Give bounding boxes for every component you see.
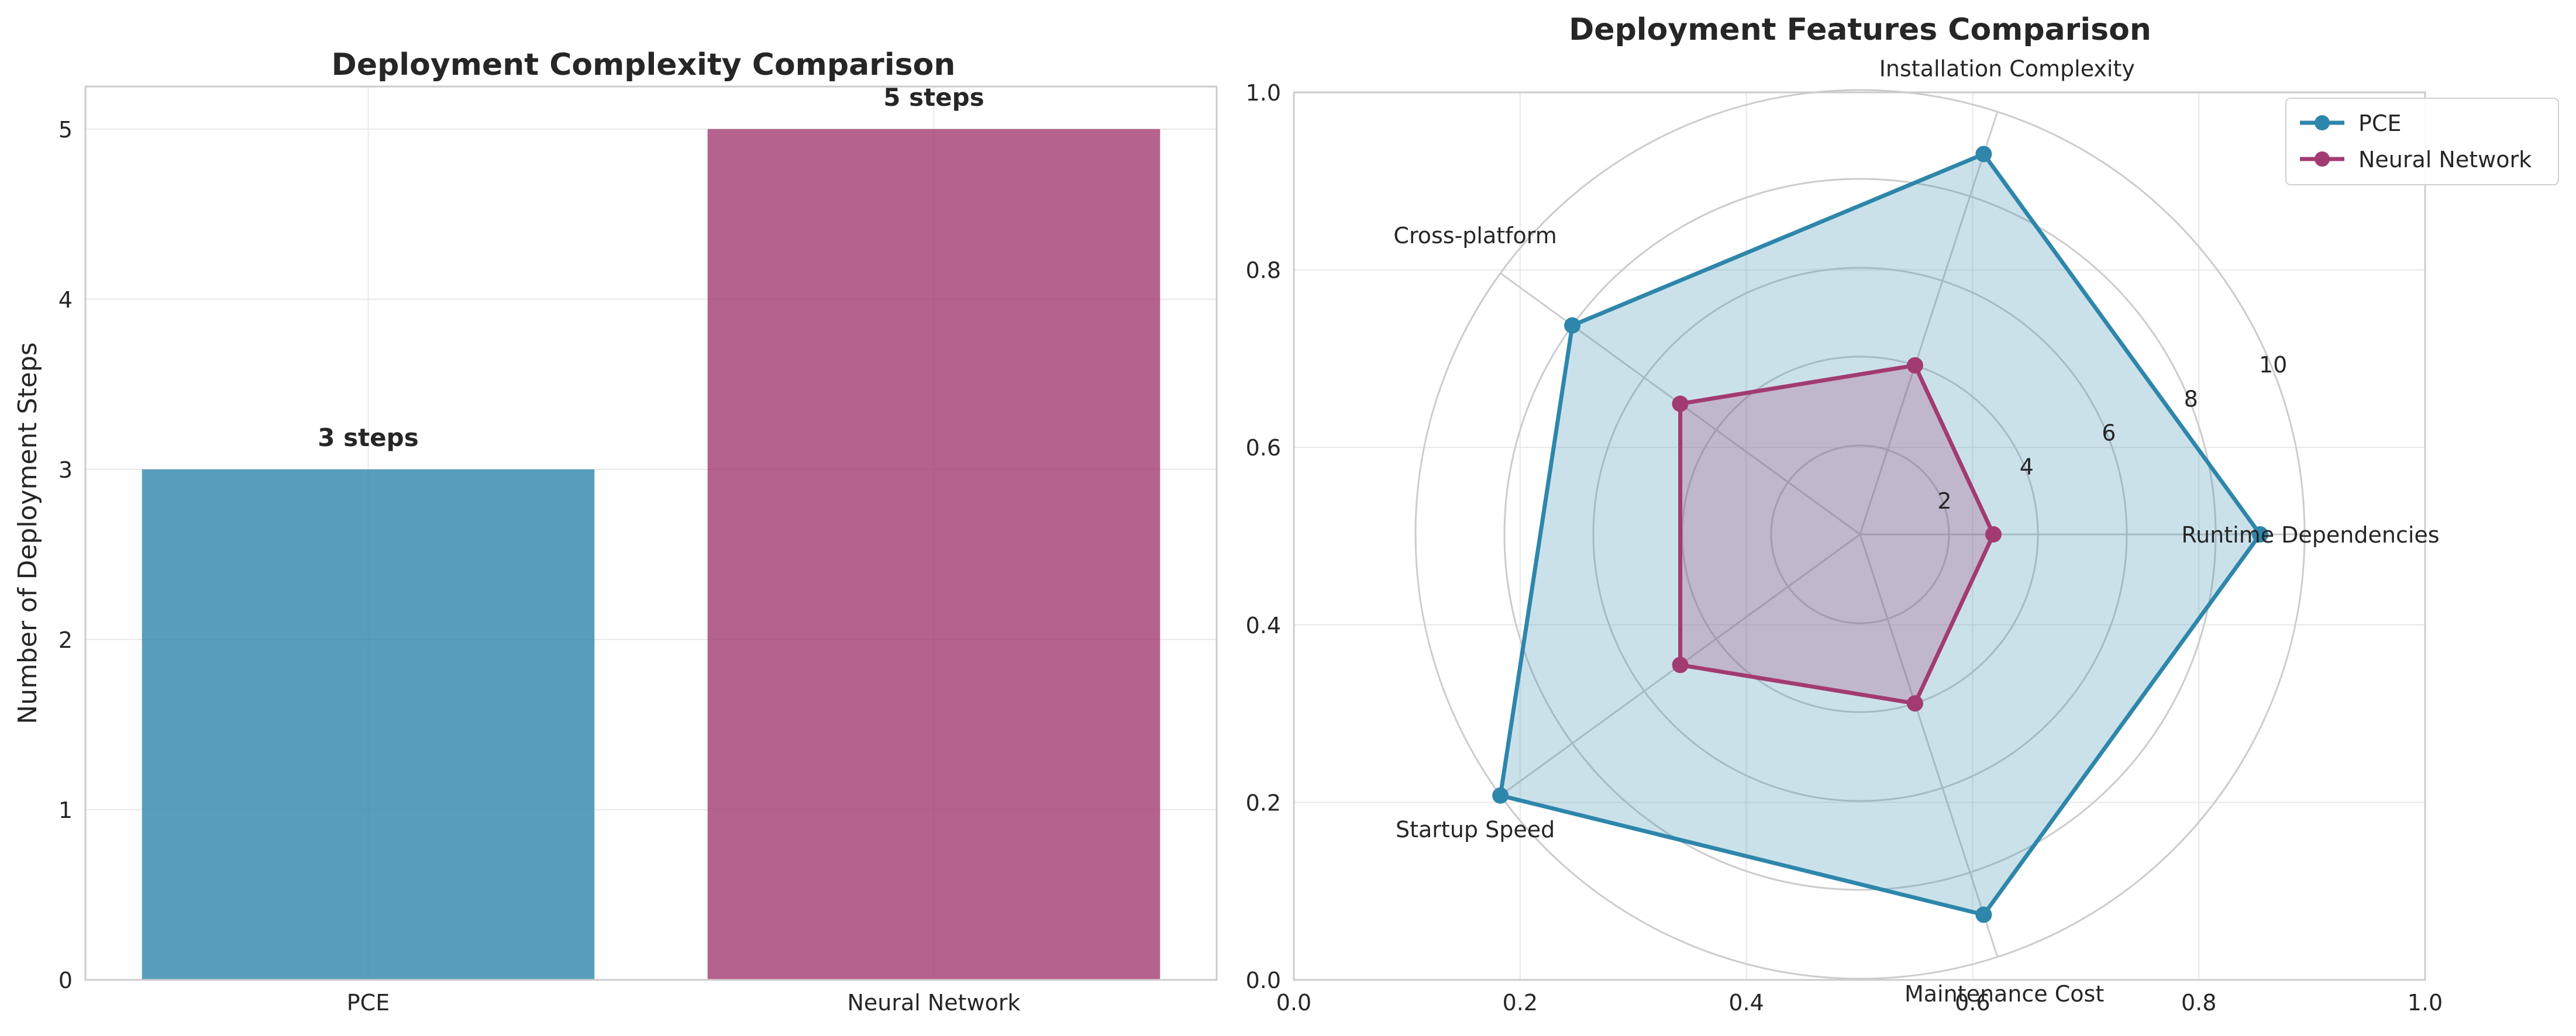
radar-point-neural-network xyxy=(1906,357,1923,374)
radar-area-pce xyxy=(1500,154,2260,915)
bar-x-ticks: PCE Neural Network xyxy=(347,990,1021,1016)
radar-bg-y-tick: 0.4 xyxy=(1246,613,1281,638)
radar-axis-labels: Runtime Dependencies Installation Complex… xyxy=(1393,56,2439,1007)
radar-bg-y-tick: 1.0 xyxy=(1246,80,1281,106)
bar-data-label: 3 steps xyxy=(318,423,418,452)
radar-legend-label-neural-network: Neural Network xyxy=(2358,147,2532,172)
bar-y-tick-label: 0 xyxy=(58,968,73,993)
radar-point-pce xyxy=(2252,526,2268,543)
radar-legend-label-pce: PCE xyxy=(2358,110,2401,136)
radar-legend-swatch-marker-pce xyxy=(2315,115,2330,130)
bar-y-tick-label: 4 xyxy=(58,287,73,313)
radar-point-neural-network xyxy=(1672,657,1689,674)
radar-radial-tick-label: 4 xyxy=(2020,454,2034,480)
radar-axis-label: Startup Speed xyxy=(1396,817,1555,842)
radar-radial-tick-label: 2 xyxy=(1937,488,1951,514)
radar-bg-y-tick: 0.0 xyxy=(1246,968,1281,993)
radar-axis-label: Cross-platform xyxy=(1393,223,1556,248)
radar-point-pce xyxy=(1492,787,1509,804)
radar-bg-x-tick: 0.6 xyxy=(1955,990,1990,1016)
radar-background-frame xyxy=(1293,91,2426,981)
bar-x-tick-label: PCE xyxy=(347,990,390,1016)
radar-chart: Deployment Features Comparison 0.00.0 0.2… xyxy=(1246,12,2559,1016)
bar-x-tick-label: Neural Network xyxy=(847,990,1020,1016)
radar-radial-ticks: 2 4 6 8 10 xyxy=(1937,352,2287,514)
bar-chart: Deployment Complexity Comparison 3 steps… xyxy=(13,47,1218,1016)
bar-y-tick-label: 5 xyxy=(58,117,73,143)
radar-legend-box xyxy=(2285,98,2559,185)
bar-chart-title: Deployment Complexity Comparison xyxy=(332,47,956,82)
radar-bg-x-tick: 0.4 xyxy=(1728,990,1764,1016)
bar-data-labels: 3 steps 5 steps xyxy=(318,83,984,452)
radar-radial-tick-label: 10 xyxy=(2259,352,2287,378)
radar-chart-title: Deployment Features Comparison xyxy=(1569,12,2151,47)
radar-bg-y-tick: 0.2 xyxy=(1246,790,1281,816)
bar-y-tick-label: 1 xyxy=(58,797,73,823)
radar-axis-label: Installation Complexity xyxy=(1879,56,2135,82)
bar-y-tick-label: 3 xyxy=(58,457,73,483)
radar-bg-y-tick: 0.6 xyxy=(1246,435,1281,461)
radar-background-grid xyxy=(1294,92,2425,980)
radar-axis-label: Runtime Dependencies xyxy=(2181,522,2439,548)
radar-background-ticks: 0.00.0 0.2 0.2 0.4 0.4 0.6 0.6 0.8 0.8 1.0 1.0 xyxy=(1246,80,2443,1016)
radar-spoke xyxy=(1859,111,1999,535)
radar-axis-label: Maintenance Cost xyxy=(1905,981,2104,1007)
radar-line-neural-network xyxy=(1678,363,1996,706)
radar-bg-y-tick: 0.8 xyxy=(1246,258,1281,284)
radar-spoke xyxy=(1859,534,1999,958)
radar-grid xyxy=(1414,89,2306,980)
radar-point-pce xyxy=(1564,317,1581,334)
radar-point-pce xyxy=(1975,906,1992,923)
bar-y-axis-label: Number of Deployment Steps xyxy=(13,342,43,724)
radar-point-neural-network xyxy=(1906,695,1923,712)
radar-point-pce xyxy=(1975,146,1992,163)
radar-bg-x-tick: 1.0 xyxy=(2408,990,2443,1016)
radar-line-pce xyxy=(1498,152,2262,917)
bar-data-label: 5 steps xyxy=(883,83,984,112)
radar-bg-x-tick: 0.8 xyxy=(2181,990,2216,1016)
bar-y-ticks: 0 1 2 3 4 5 xyxy=(58,117,73,993)
radar-legend-swatch-marker-neural-network xyxy=(2315,151,2330,167)
radar-legend: PCE Neural Network xyxy=(2285,98,2559,185)
radar-radial-tick-label: 8 xyxy=(2184,386,2198,412)
radar-bg-x-tick: 0.2 xyxy=(1503,990,1538,1016)
bar-pce xyxy=(142,469,595,980)
radar-radial-tick-label: 6 xyxy=(2102,420,2116,446)
radar-point-neural-network xyxy=(1672,395,1689,412)
bar-plot-frame xyxy=(84,85,1218,981)
radar-bg-x-tick: 0.0 xyxy=(1276,990,1311,1016)
bar-y-tick-label: 2 xyxy=(58,627,73,653)
radar-series xyxy=(1492,146,2268,923)
radar-area-neural-network xyxy=(1680,365,1993,704)
radar-point-neural-network xyxy=(1985,526,2002,543)
bar-neural-network xyxy=(707,129,1160,980)
bar-bars xyxy=(142,129,1160,980)
